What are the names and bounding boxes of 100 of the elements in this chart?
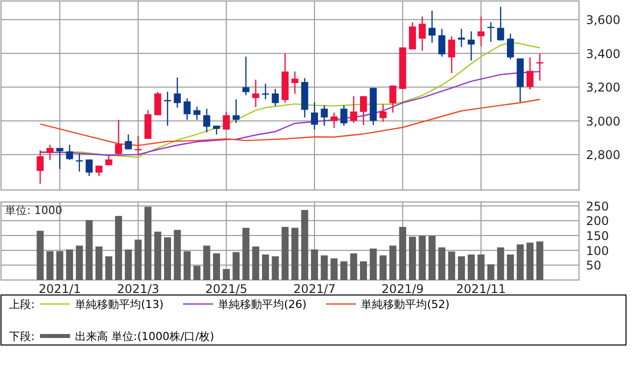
candlestick <box>340 104 348 126</box>
candlestick <box>438 28 446 58</box>
bar <box>193 266 200 280</box>
bar <box>330 258 338 280</box>
candlestick <box>203 108 210 133</box>
candlestick <box>468 30 475 62</box>
candlestick <box>380 104 387 122</box>
x-tick-label: 2021/3 <box>117 282 160 296</box>
legend-title: 下段: <box>9 330 35 343</box>
y-tick-label: 3,000 <box>586 114 620 128</box>
bar <box>291 228 298 280</box>
bar <box>262 254 270 280</box>
legend-label: 単純移動平均(13) <box>75 298 164 311</box>
y-axis-title: 単位: 1000 <box>5 204 62 217</box>
candlestick <box>350 96 358 124</box>
bar <box>497 247 504 280</box>
candlestick <box>66 144 74 161</box>
y-tick-label: 2,800 <box>586 148 620 162</box>
legend-label: 単純移動平均(26) <box>218 298 307 311</box>
legend-label: 単純移動平均(52) <box>361 298 450 311</box>
candlestick <box>497 6 504 41</box>
bar <box>124 249 132 280</box>
y-tick-label: 3,200 <box>586 80 620 95</box>
bar <box>282 226 289 280</box>
bar <box>222 269 230 280</box>
bar <box>174 230 181 280</box>
x-tick-label: 2021/1 <box>38 282 81 296</box>
candlestick <box>418 16 426 52</box>
candlestick <box>95 165 102 177</box>
candlestick <box>389 84 396 114</box>
bar <box>86 220 93 280</box>
y-tick-label: 3,400 <box>586 46 620 61</box>
legend-label: 出来高 単位:(1000株/口/枚) <box>75 330 214 343</box>
bar <box>340 261 348 280</box>
candlestick <box>184 98 191 120</box>
bar <box>164 237 172 280</box>
bar <box>360 261 367 280</box>
candlestick <box>272 88 279 107</box>
bar <box>370 248 377 280</box>
bar <box>310 249 318 280</box>
bar <box>115 216 122 280</box>
candlestick <box>428 10 436 44</box>
candlestick <box>46 144 54 161</box>
bar <box>272 256 279 280</box>
candlestick <box>506 33 514 60</box>
bar <box>350 253 358 280</box>
candlestick <box>36 150 44 184</box>
bar <box>526 242 534 280</box>
bar <box>105 256 112 280</box>
bar <box>134 240 142 280</box>
bar <box>184 251 191 280</box>
candlestick <box>360 96 367 126</box>
x-tick-label: 2021/11 <box>456 282 506 296</box>
candlestick <box>242 56 250 96</box>
bar <box>536 241 544 280</box>
bar <box>458 256 465 280</box>
candlestick <box>458 28 465 48</box>
candlestick <box>320 104 328 126</box>
bar <box>399 226 406 280</box>
bar <box>213 253 220 280</box>
y-tick-label: 100 <box>586 244 609 258</box>
y-tick-label: 200 <box>586 214 609 228</box>
bar <box>478 254 485 280</box>
candlestick <box>193 106 200 120</box>
candlestick <box>56 147 64 170</box>
candlestick <box>164 91 172 126</box>
candlestick <box>478 16 485 47</box>
bar <box>428 236 436 280</box>
bar <box>66 249 74 280</box>
bar <box>418 236 426 280</box>
bar <box>95 246 102 280</box>
bar <box>203 246 210 280</box>
candlestick <box>448 36 456 74</box>
x-tick-label: 2021/5 <box>205 282 248 296</box>
candlestick <box>154 91 162 116</box>
bar <box>154 232 162 280</box>
bar <box>487 264 494 280</box>
legend-title: 上段: <box>9 298 35 311</box>
candlestick <box>124 134 132 150</box>
candlestick <box>408 22 416 50</box>
bar <box>506 254 514 280</box>
bar <box>516 244 524 280</box>
candlestick <box>252 79 260 108</box>
candlestick <box>232 98 240 124</box>
bar <box>408 236 416 280</box>
bar <box>468 254 475 280</box>
bar <box>242 228 250 280</box>
bar <box>389 246 396 280</box>
y-tick-label: 3,600 <box>586 13 620 28</box>
bar <box>301 210 308 280</box>
candlestick <box>86 158 93 177</box>
candlestick <box>174 76 181 108</box>
y-tick-label: 50 <box>586 258 602 273</box>
candlestick <box>310 101 318 130</box>
bar <box>232 252 240 280</box>
y-tick-label: 250 <box>586 199 609 214</box>
candlestick <box>526 56 534 90</box>
bar <box>252 246 260 280</box>
bar <box>448 252 456 280</box>
y-tick-label: 150 <box>586 229 609 244</box>
